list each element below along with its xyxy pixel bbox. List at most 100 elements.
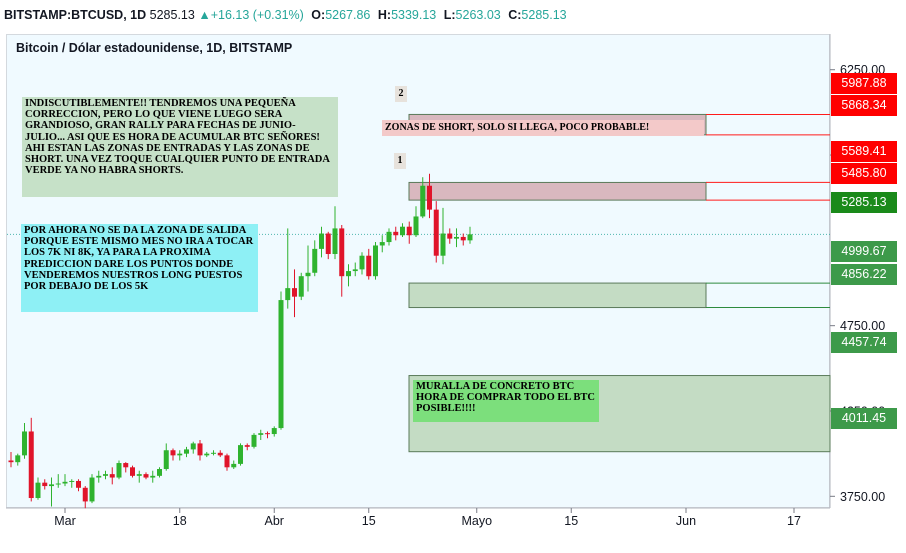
interval[interactable]: 1D (130, 8, 147, 22)
price-badge-current: 5285.13 (831, 192, 897, 213)
close-value: 5285.13 (521, 8, 567, 22)
concrete-wall-note[interactable]: MURALLA DE CONCRETO BTC HORA DE COMPRAR … (413, 380, 599, 422)
candle-body (15, 455, 21, 463)
candle-body (116, 463, 122, 478)
candle-body (103, 474, 108, 476)
low-label: L: (443, 8, 456, 22)
candle-body (413, 216, 419, 236)
candle-body (204, 453, 210, 456)
candle-body (96, 475, 102, 478)
price-badge-zone2-top: 5987.88 (831, 73, 897, 94)
candle-body (386, 231, 392, 243)
candle-body (170, 450, 176, 456)
candle-body (305, 272, 311, 277)
candle-body (325, 233, 331, 255)
short-zone-1-label[interactable]: 1 (394, 153, 406, 169)
up-arrow-icon: ▲ (198, 8, 211, 22)
candle-body (285, 288, 291, 301)
candle-body (339, 228, 345, 277)
candle-body (265, 433, 270, 435)
x-tick-label: Jun (676, 514, 696, 528)
candle-body (197, 443, 203, 456)
price-badge-buy1-top: 4999.67 (831, 241, 897, 262)
candle-body (467, 234, 473, 241)
x-tick-label: Mar (54, 514, 76, 528)
candle-body (319, 233, 324, 249)
candle-body (35, 482, 41, 499)
candle-body (109, 474, 115, 478)
candle-body (89, 477, 95, 502)
candle-body (312, 248, 318, 273)
candle-body (352, 269, 358, 272)
price-badge-zone1-top: 5589.41 (831, 141, 897, 162)
candle-body (440, 233, 446, 256)
candle-body (406, 226, 412, 236)
price-change: +16.13 (+0.31%) (210, 8, 304, 22)
candle-body (62, 481, 68, 484)
candle-body (55, 483, 61, 485)
candle-body (143, 474, 149, 478)
candle-body (238, 445, 243, 464)
low-value: 5263.03 (455, 8, 501, 22)
short-zone-2-label[interactable]: 2 (395, 86, 407, 102)
candle-body (22, 431, 27, 456)
candle-body (217, 452, 223, 456)
price-badge-buy2-bottom: 4011.45 (831, 408, 897, 429)
candle-body (292, 288, 297, 297)
close-label: C: (508, 8, 522, 22)
x-tick-label: Mayo (461, 514, 492, 528)
candle-body (231, 463, 237, 468)
x-tick-label: 15 (362, 514, 376, 528)
high-value: 5339.13 (391, 8, 437, 22)
candle-body (359, 255, 365, 270)
price-badge-buy2-top: 4457.74 (831, 332, 897, 353)
candle-body (82, 487, 88, 502)
candle-body (244, 445, 250, 447)
y-tick-label: 3750.00 (840, 490, 885, 504)
candle-body (379, 242, 385, 246)
candle-body (433, 209, 439, 256)
candle-body (177, 453, 183, 456)
candle-body (373, 245, 378, 277)
candle-body (251, 434, 257, 447)
chart-title: Bitcoin / Dólar estadounidense, 1D, BITS… (16, 41, 293, 55)
x-tick-label: 18 (173, 514, 187, 528)
open-label: O: (311, 8, 326, 22)
x-tick-label: 17 (787, 514, 801, 528)
candle-body (28, 431, 34, 499)
candle-body (447, 233, 453, 239)
candle-body (76, 480, 81, 488)
x-tick-label: Abr (265, 514, 284, 528)
open-value: 5267.86 (325, 8, 371, 22)
symbol-header: BITSTAMP:BTCUSD, 1D 5285.13 ▲+16.13 (+0.… (0, 0, 906, 34)
candle-body (150, 475, 156, 478)
candle-body (8, 460, 14, 463)
candle-body (271, 428, 277, 435)
exit-zone-note[interactable]: POR AHORA NO SE DA LA ZONA DE SALIDA POR… (21, 224, 258, 312)
candle-body (393, 231, 399, 236)
y-tick-label: 4750.00 (840, 319, 885, 333)
candle-body (278, 300, 284, 429)
candle-body (163, 450, 169, 470)
x-tick-label: 15 (564, 514, 578, 528)
candle-body (211, 452, 216, 454)
candle-body (454, 236, 459, 239)
candle-body (224, 455, 230, 468)
candle-body (332, 228, 338, 255)
candle-body (190, 443, 196, 450)
candle-body (460, 236, 466, 241)
candle-body (400, 226, 405, 236)
candle-body (49, 484, 54, 487)
candle-body (427, 185, 432, 210)
candle-body (366, 255, 372, 277)
symbol-name[interactable]: BITSTAMP:BTCUSD, (4, 8, 127, 22)
candle-body (420, 185, 426, 217)
price-badge-buy1-bottom: 4856.22 (831, 264, 897, 285)
short-zones-note[interactable]: ZONAS DE SHORT, SOLO SI LLEGA, POCO PROB… (382, 120, 704, 136)
zone-short-1 (408, 181, 707, 201)
zone-buy-1 (408, 282, 707, 309)
candle-body (123, 463, 129, 468)
analysis-note[interactable]: INDISCUTIBLEMENTE!! TENDREMOS UNA PEQUEÑ… (22, 97, 338, 197)
candle-body (184, 449, 189, 454)
